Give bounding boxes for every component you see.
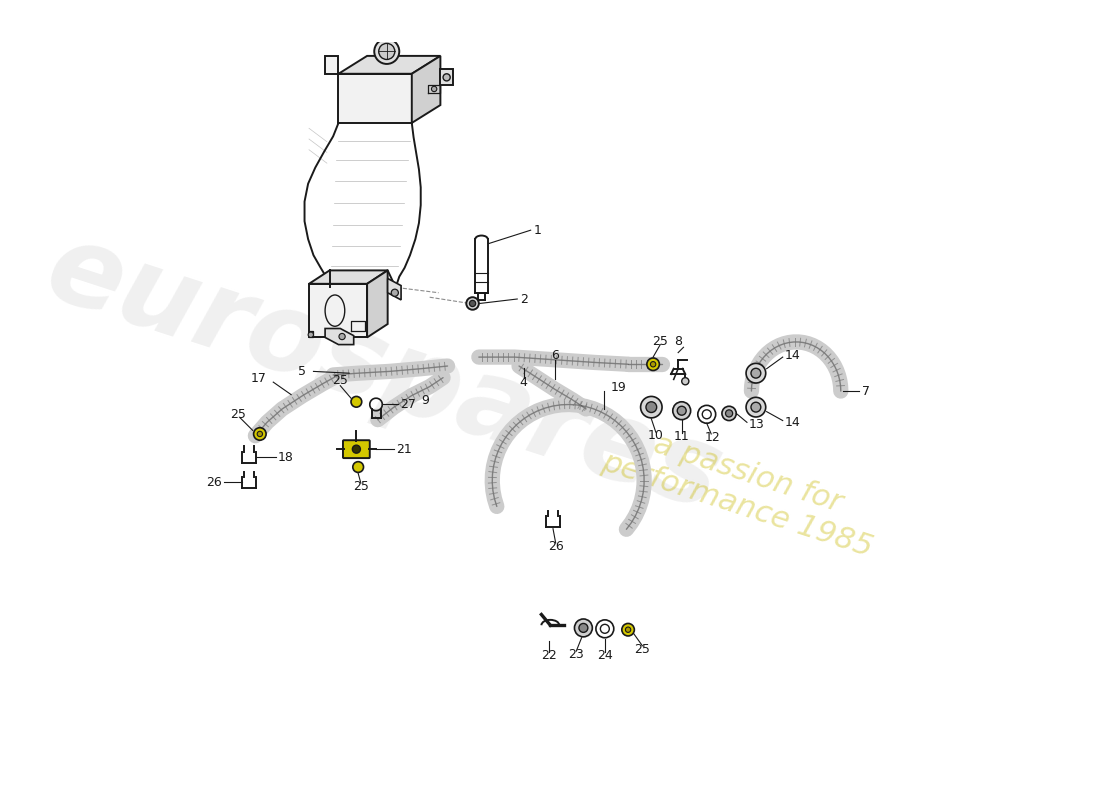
Circle shape: [443, 74, 450, 81]
Circle shape: [378, 43, 395, 59]
Text: a passion for
performance 1985: a passion for performance 1985: [598, 416, 887, 563]
Text: 25: 25: [635, 643, 650, 656]
Polygon shape: [309, 270, 387, 284]
Circle shape: [722, 406, 736, 421]
Circle shape: [352, 445, 361, 453]
Circle shape: [339, 334, 345, 340]
Text: 5: 5: [298, 365, 306, 378]
Circle shape: [579, 623, 587, 632]
Text: 13: 13: [749, 418, 764, 430]
Circle shape: [640, 397, 662, 418]
Text: 14: 14: [784, 349, 800, 362]
Text: 26: 26: [207, 476, 222, 489]
Text: 24: 24: [597, 649, 613, 662]
Text: 6: 6: [551, 349, 559, 362]
Text: 17: 17: [251, 372, 267, 385]
Polygon shape: [411, 56, 440, 123]
Circle shape: [751, 368, 761, 378]
Circle shape: [392, 289, 398, 296]
Text: 22: 22: [541, 649, 557, 662]
Circle shape: [470, 300, 475, 306]
Circle shape: [650, 362, 656, 367]
Circle shape: [682, 378, 689, 385]
Text: 9: 9: [421, 394, 429, 406]
Text: 10: 10: [648, 430, 663, 442]
Text: 14: 14: [784, 416, 800, 429]
Text: 4: 4: [519, 376, 527, 389]
Circle shape: [746, 398, 766, 417]
Text: 27: 27: [400, 398, 416, 411]
Circle shape: [746, 363, 766, 383]
FancyBboxPatch shape: [343, 440, 370, 458]
Polygon shape: [326, 329, 354, 345]
Text: 2: 2: [520, 293, 528, 306]
Text: 26: 26: [548, 540, 563, 553]
Polygon shape: [387, 278, 402, 300]
Text: 7: 7: [862, 385, 870, 398]
Text: 21: 21: [396, 442, 411, 456]
Polygon shape: [326, 56, 339, 74]
Circle shape: [621, 623, 635, 636]
Text: 18: 18: [277, 450, 294, 464]
Polygon shape: [372, 409, 381, 418]
Text: 11: 11: [674, 430, 690, 443]
Text: 1: 1: [534, 224, 541, 237]
Text: 8: 8: [674, 335, 682, 349]
Circle shape: [351, 397, 362, 407]
Polygon shape: [339, 56, 440, 74]
Circle shape: [646, 402, 657, 413]
Text: 19: 19: [610, 381, 626, 394]
Text: 25: 25: [332, 374, 349, 387]
Circle shape: [308, 332, 314, 338]
Text: 25: 25: [353, 480, 369, 493]
Polygon shape: [309, 284, 367, 338]
Text: eurospares: eurospares: [34, 214, 736, 533]
Circle shape: [574, 619, 592, 637]
Circle shape: [254, 428, 266, 440]
Circle shape: [466, 298, 478, 310]
Circle shape: [726, 410, 733, 417]
Circle shape: [431, 86, 437, 92]
Text: 25: 25: [652, 334, 668, 347]
Circle shape: [257, 431, 263, 437]
Circle shape: [626, 627, 630, 632]
Circle shape: [678, 406, 686, 415]
Circle shape: [751, 402, 761, 412]
Text: 12: 12: [704, 431, 720, 444]
Polygon shape: [440, 70, 453, 86]
Text: 23: 23: [569, 648, 584, 662]
Circle shape: [374, 39, 399, 64]
Circle shape: [647, 358, 659, 370]
Circle shape: [353, 462, 363, 472]
Circle shape: [673, 402, 691, 420]
Polygon shape: [339, 74, 411, 123]
Text: 25: 25: [231, 408, 246, 421]
Polygon shape: [367, 270, 387, 338]
